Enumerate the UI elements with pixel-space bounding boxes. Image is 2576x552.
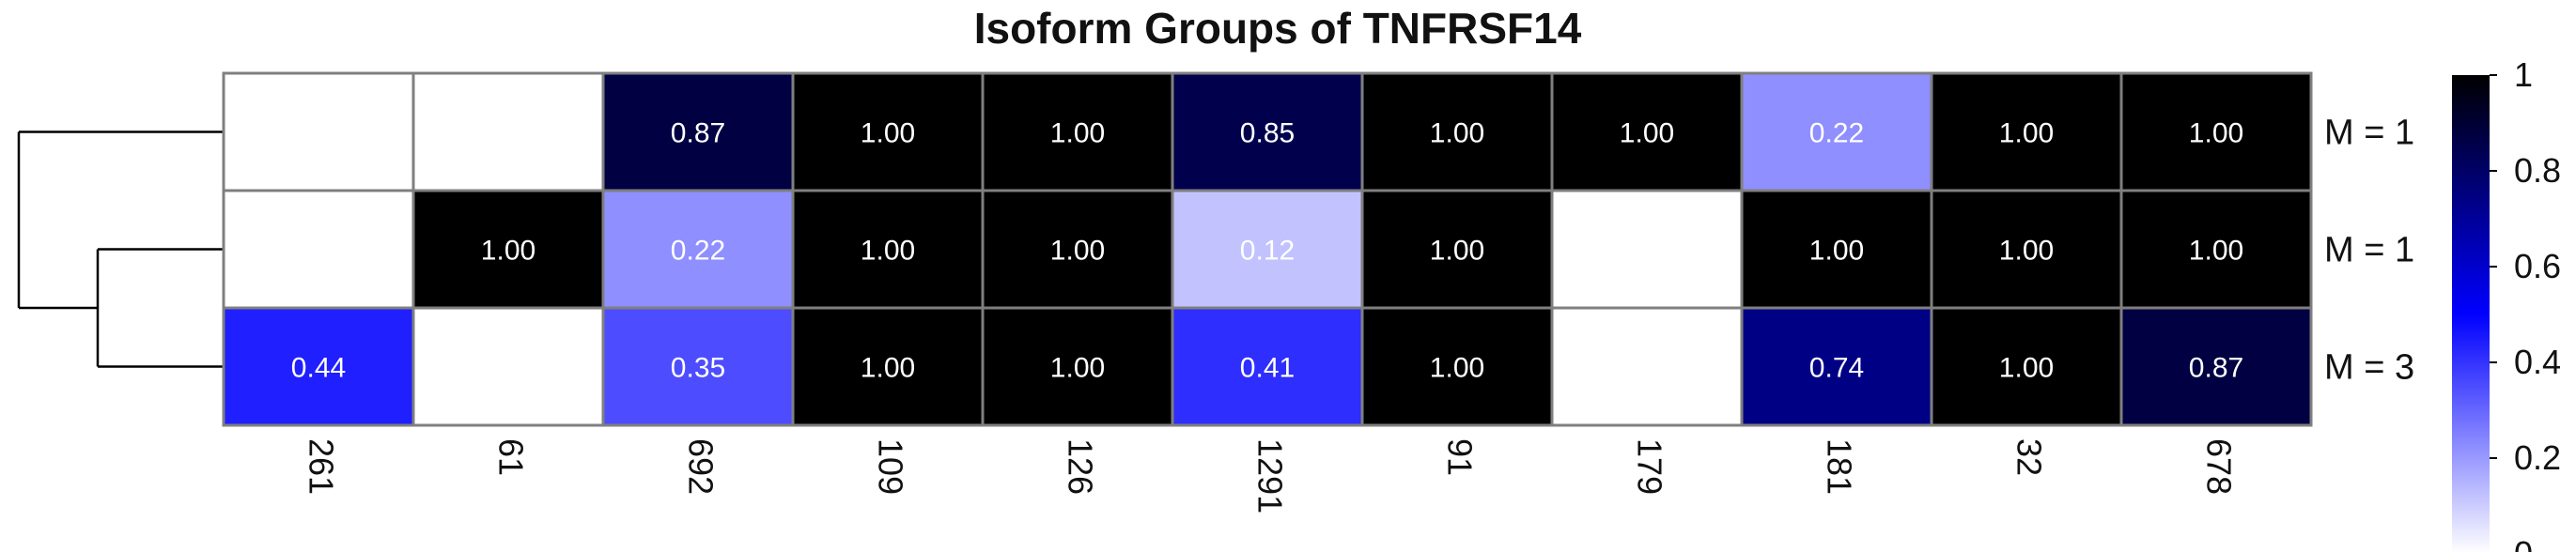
column-label: 91 — [1440, 438, 1479, 476]
column-labels: 261 61 692 109 126 1291 91 179 181 32 678 — [302, 438, 2238, 514]
legend-tick-label: 1 — [2514, 55, 2533, 94]
cell-value-label: 1.00 — [1430, 118, 1484, 149]
cell-value-label: 0.41 — [1240, 353, 1295, 384]
column-label: 126 — [1061, 438, 1099, 495]
chart-title: Isoform Groups of TNFRSF14 — [974, 4, 1582, 53]
cell-value-label: 1.00 — [1999, 353, 2054, 384]
cell-value-label: 1.00 — [481, 236, 535, 267]
cell-value-label: 1.00 — [1050, 118, 1105, 149]
heatmap-cell — [601, 189, 795, 310]
cell-value-label: 1.00 — [1430, 353, 1484, 384]
column-label: 179 — [1630, 438, 1668, 495]
heatmap-cell — [2119, 189, 2313, 310]
column-label: 181 — [1820, 438, 1858, 495]
heatmap-cell — [981, 189, 1174, 310]
cell-value-label: 0.87 — [671, 118, 725, 149]
heatmap-cell — [1740, 71, 1933, 192]
cell-value-label: 1.00 — [861, 118, 915, 149]
heatmap-cell — [1171, 189, 1364, 310]
heatmap-cell — [411, 71, 605, 192]
column-label: 692 — [681, 438, 720, 495]
heatmap-cell — [1930, 306, 2123, 427]
legend-tick-label: 0.2 — [2514, 438, 2561, 477]
row-label: M = 3 — [2324, 348, 2414, 388]
cell-value-label: 0.87 — [2189, 353, 2243, 384]
cell-value-label: 1.00 — [1999, 236, 2054, 267]
heatmap-cell — [1550, 71, 1744, 192]
row-label: M = 1 — [2324, 231, 2414, 270]
cell-value-label: 0.44 — [291, 353, 346, 384]
cell-value-label: 1.00 — [1809, 236, 1864, 267]
cell-value-label: 1.00 — [1050, 236, 1105, 267]
column-label: 261 — [302, 438, 340, 495]
heatmap-cell — [1171, 306, 1364, 427]
heatmap-cell — [411, 189, 605, 310]
heatmap-cell — [1360, 71, 1554, 192]
cell-value-label: 1.00 — [1430, 236, 1484, 267]
cell-value-label: 1.00 — [1050, 353, 1105, 384]
cell-value-label: 1.00 — [1999, 118, 2054, 149]
heatmap-cell — [2119, 306, 2313, 427]
heatmap-cell — [791, 306, 985, 427]
heatmap-cell — [1930, 189, 2123, 310]
legend-colorbar — [2452, 75, 2490, 552]
heatmap-cell — [1550, 306, 1744, 427]
legend-tick-label: 0 — [2514, 534, 2533, 552]
cell-value-label: 1.00 — [861, 353, 915, 384]
heatmap-cell — [791, 189, 985, 310]
heatmap-cells: 0.87 1.00 1.00 0.85 1.00 1.00 0.22 1.00 1.00 1.00… — [222, 71, 2313, 427]
cell-value-label: 0.35 — [671, 353, 725, 384]
row-labels: M = 1 M = 1 M = 3 — [2324, 114, 2414, 388]
heatmap-cell — [222, 189, 415, 310]
row-dendrogram — [17, 130, 224, 368]
cell-value-label: 0.85 — [1240, 118, 1295, 149]
column-label: 61 — [491, 438, 530, 476]
column-label: 678 — [2199, 438, 2238, 495]
column-label: 1291 — [1250, 438, 1289, 514]
heatmap-cell — [222, 71, 415, 192]
row-label: M = 1 — [2324, 114, 2414, 153]
heatmap-cell — [1171, 71, 1364, 192]
cell-value-label: 1.00 — [1620, 118, 1674, 149]
legend-tick-label: 0.4 — [2514, 343, 2561, 381]
cell-value-label: 1.00 — [2189, 118, 2243, 149]
heatmap-cell — [1930, 71, 2123, 192]
legend-tick-label: 0.8 — [2514, 151, 2561, 190]
color-legend: 1 0.8 0.6 0.4 0.2 0 — [2452, 55, 2561, 552]
cell-value-label: 1.00 — [861, 236, 915, 267]
heatmap-cell — [411, 306, 605, 427]
heatmap-cell — [1550, 189, 1744, 310]
cell-value-label: 1.00 — [2189, 236, 2243, 267]
cell-value-label: 0.74 — [1809, 353, 1864, 384]
cell-value-label: 0.22 — [1809, 118, 1864, 149]
column-label: 32 — [2010, 438, 2048, 476]
column-label: 109 — [871, 438, 909, 495]
legend-tick-label: 0.6 — [2514, 247, 2561, 285]
cell-value-label: 0.22 — [671, 236, 725, 267]
heatmap-cell — [1360, 306, 1554, 427]
cell-value-label: 0.12 — [1240, 236, 1295, 267]
